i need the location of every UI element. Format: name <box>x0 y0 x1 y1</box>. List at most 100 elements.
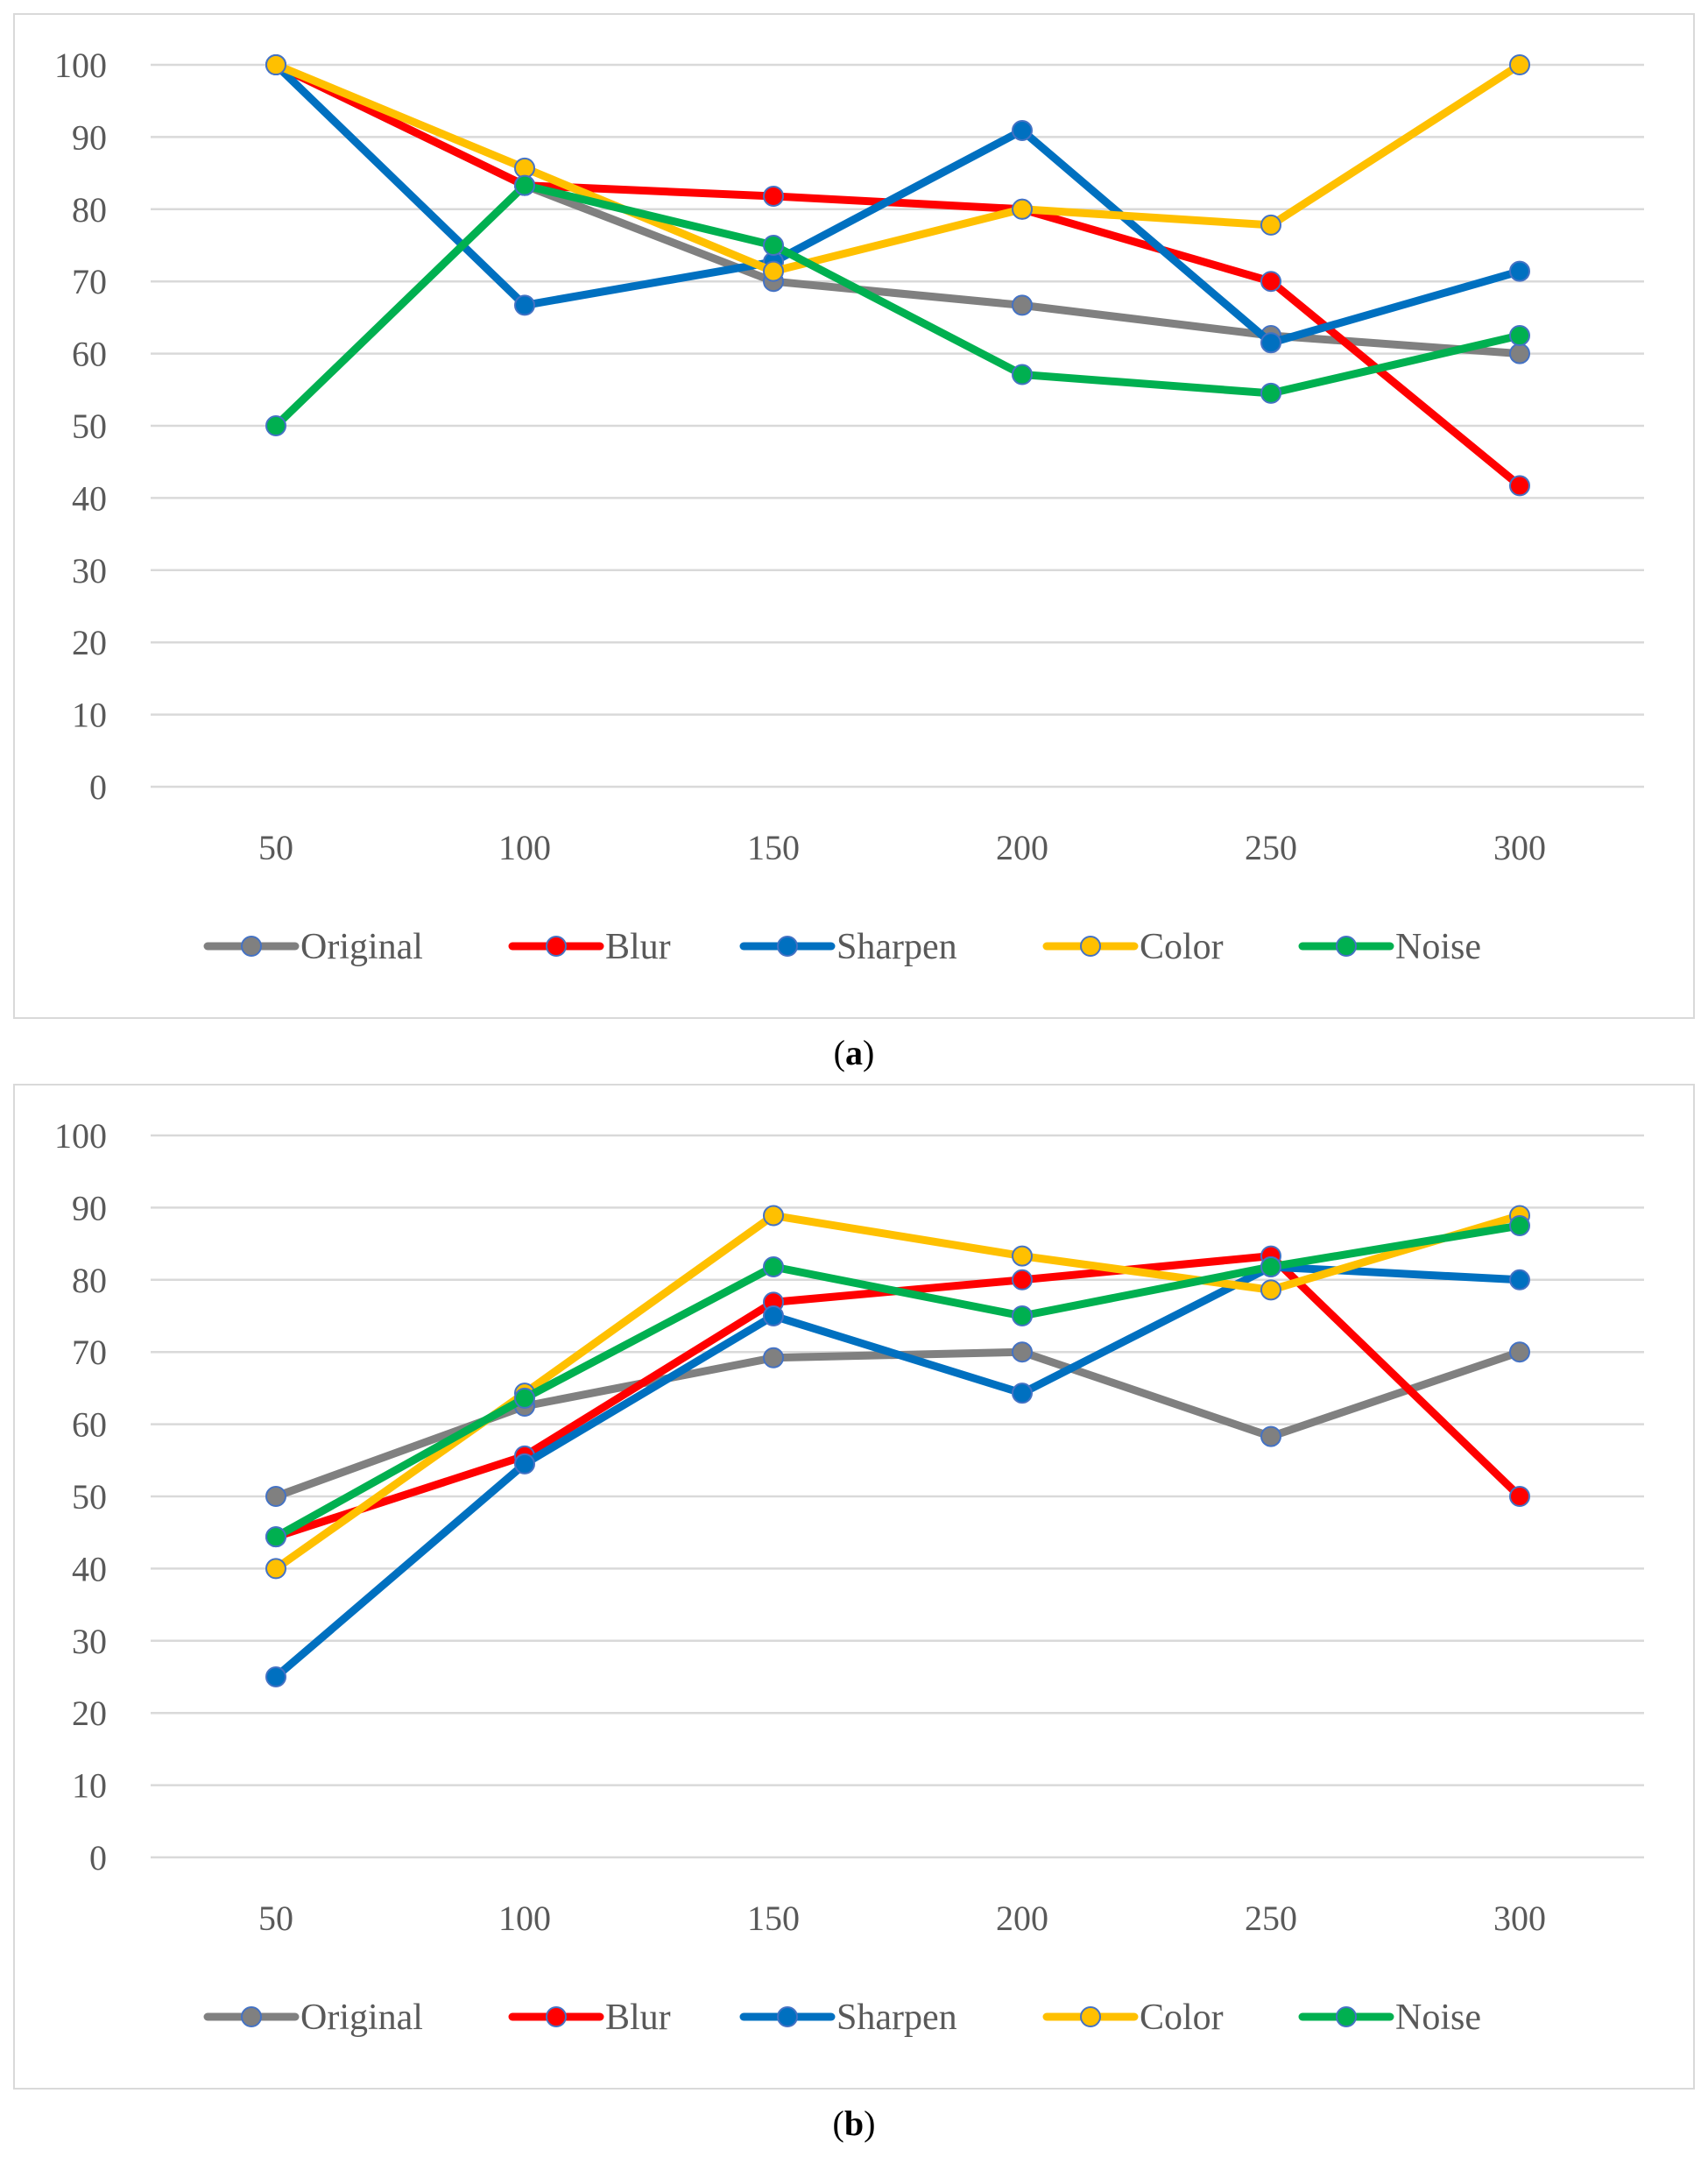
y-tick-label: 60 <box>72 335 107 374</box>
data-point-noise-300 <box>1509 325 1530 346</box>
y-tick-label: 90 <box>72 117 107 157</box>
data-point-sharpen-150 <box>763 1305 784 1326</box>
data-point-blur-150 <box>763 185 784 207</box>
data-point-noise-50 <box>265 415 286 436</box>
series-line-sharpen <box>272 1262 1524 1681</box>
data-point-color-150 <box>763 260 784 282</box>
data-point-noise-150 <box>763 1255 784 1277</box>
legend-label: Blur <box>605 1998 671 2038</box>
legend-item-color: Color <box>1042 927 1224 967</box>
data-point-sharpen-100 <box>514 1453 535 1474</box>
chart-panel-b: 0 10 20 30 40 50 60 70 80 90 100 50 100 150 200 250 300 O… <box>13 1084 1695 2090</box>
data-point-noise-100 <box>514 1387 535 1409</box>
y-tick-label: 20 <box>72 1694 107 1733</box>
x-tick-label: 250 <box>1245 828 1297 867</box>
series-line-noise <box>272 1221 1524 1541</box>
legend-marker <box>546 2006 567 2027</box>
x-tick-label: 150 <box>747 828 800 867</box>
legend-marker <box>777 936 798 957</box>
legend-item-noise: Noise <box>1298 927 1481 967</box>
series-sharpen <box>265 1255 1530 1687</box>
data-point-noise-250 <box>1260 382 1281 404</box>
series-line-sharpen <box>272 60 1524 347</box>
y-tick-label: 100 <box>54 1116 107 1156</box>
legend-label: Sharpen <box>836 927 957 967</box>
data-point-noise-200 <box>1012 364 1033 385</box>
data-point-sharpen-200 <box>1012 1383 1033 1404</box>
caption-a: (a) <box>833 1033 875 1072</box>
data-point-blur-300 <box>1509 475 1530 497</box>
legend-item-noise: Noise <box>1298 1998 1481 2038</box>
legend-label: Color <box>1140 927 1224 967</box>
y-tick-label: 100 <box>54 46 107 85</box>
data-point-original-300 <box>1509 343 1530 364</box>
legend-marker <box>777 2006 798 2027</box>
legend-item-sharpen: Sharpen <box>739 1998 957 2038</box>
data-point-color-250 <box>1260 214 1281 236</box>
data-point-color-150 <box>763 1205 784 1227</box>
series-line-blur <box>272 1252 1524 1541</box>
series-blur <box>265 54 1530 497</box>
y-tick-label: 50 <box>72 1477 107 1517</box>
legend-label: Color <box>1140 1998 1224 2038</box>
data-point-color-50 <box>265 54 286 75</box>
data-point-sharpen-300 <box>1509 260 1530 282</box>
x-tick-label: 100 <box>498 828 551 867</box>
y-tick-label: 70 <box>72 1333 107 1372</box>
legend-label: Noise <box>1395 1998 1481 2038</box>
y-tick-label: 30 <box>72 551 107 591</box>
y-tick-label: 40 <box>72 1549 107 1588</box>
data-point-color-50 <box>265 1558 286 1580</box>
data-point-color-200 <box>1012 1245 1033 1267</box>
y-tick-label: 80 <box>72 190 107 230</box>
y-tick-label: 50 <box>72 407 107 446</box>
legend-item-blur: Blur <box>508 927 671 967</box>
data-point-blur-200 <box>1012 1269 1033 1291</box>
data-point-color-100 <box>514 157 535 179</box>
line-chart-b: 0 10 20 30 40 50 60 70 80 90 100 50 100 150 200 250 300 O… <box>54 1116 1644 2038</box>
legend-label: Sharpen <box>836 1998 957 2038</box>
data-point-blur-300 <box>1509 1486 1530 1507</box>
y-tick-label: 0 <box>89 1838 107 1878</box>
data-point-original-250 <box>1260 1425 1281 1447</box>
data-point-noise-250 <box>1260 1255 1281 1277</box>
data-point-sharpen-300 <box>1509 1269 1530 1291</box>
legend-item-original: Original <box>203 1998 423 2038</box>
series-noise <box>265 1215 1530 1548</box>
legend-marker <box>1336 936 1357 957</box>
caption-b: (b) <box>832 2104 876 2143</box>
legend-item-original: Original <box>203 927 423 967</box>
y-tick-label: 70 <box>72 262 107 301</box>
y-tick-label: 80 <box>72 1261 107 1300</box>
legend-item-sharpen: Sharpen <box>739 927 957 967</box>
series-line-blur <box>272 60 1524 490</box>
legend-item-color: Color <box>1042 1998 1224 2038</box>
x-tick-label: 250 <box>1245 1899 1297 1938</box>
chart-panel-a: 0 10 20 30 40 50 60 70 80 90 100 50 100 150 200 250 300 O… <box>13 13 1695 1019</box>
legend-label: Original <box>300 1998 423 2038</box>
legend-label: Noise <box>1395 927 1481 967</box>
data-point-noise-200 <box>1012 1305 1033 1326</box>
x-tick-label: 200 <box>996 828 1048 867</box>
data-point-original-200 <box>1012 294 1033 316</box>
legend-marker <box>1080 936 1101 957</box>
legend-item-blur: Blur <box>508 1998 671 2038</box>
y-tick-label: 30 <box>72 1622 107 1661</box>
x-tick-label: 100 <box>498 1899 551 1938</box>
data-point-original-200 <box>1012 1341 1033 1363</box>
data-point-sharpen-250 <box>1260 332 1281 354</box>
data-point-original-150 <box>763 1347 784 1368</box>
series-line-noise <box>272 181 1524 430</box>
line-chart-a: 0 10 20 30 40 50 60 70 80 90 100 50 100 150 200 250 300 O… <box>54 46 1644 967</box>
data-point-sharpen-100 <box>514 294 535 316</box>
x-tick-label: 300 <box>1493 828 1546 867</box>
y-tick-label: 0 <box>89 767 107 807</box>
x-tick-label: 150 <box>747 1899 800 1938</box>
data-point-sharpen-200 <box>1012 119 1033 141</box>
y-tick-label: 90 <box>72 1188 107 1227</box>
y-tick-label: 20 <box>72 623 107 662</box>
data-point-noise-100 <box>514 174 535 196</box>
data-point-sharpen-50 <box>265 1666 286 1687</box>
x-tick-label: 300 <box>1493 1899 1546 1938</box>
legend-marker <box>1336 2006 1357 2027</box>
